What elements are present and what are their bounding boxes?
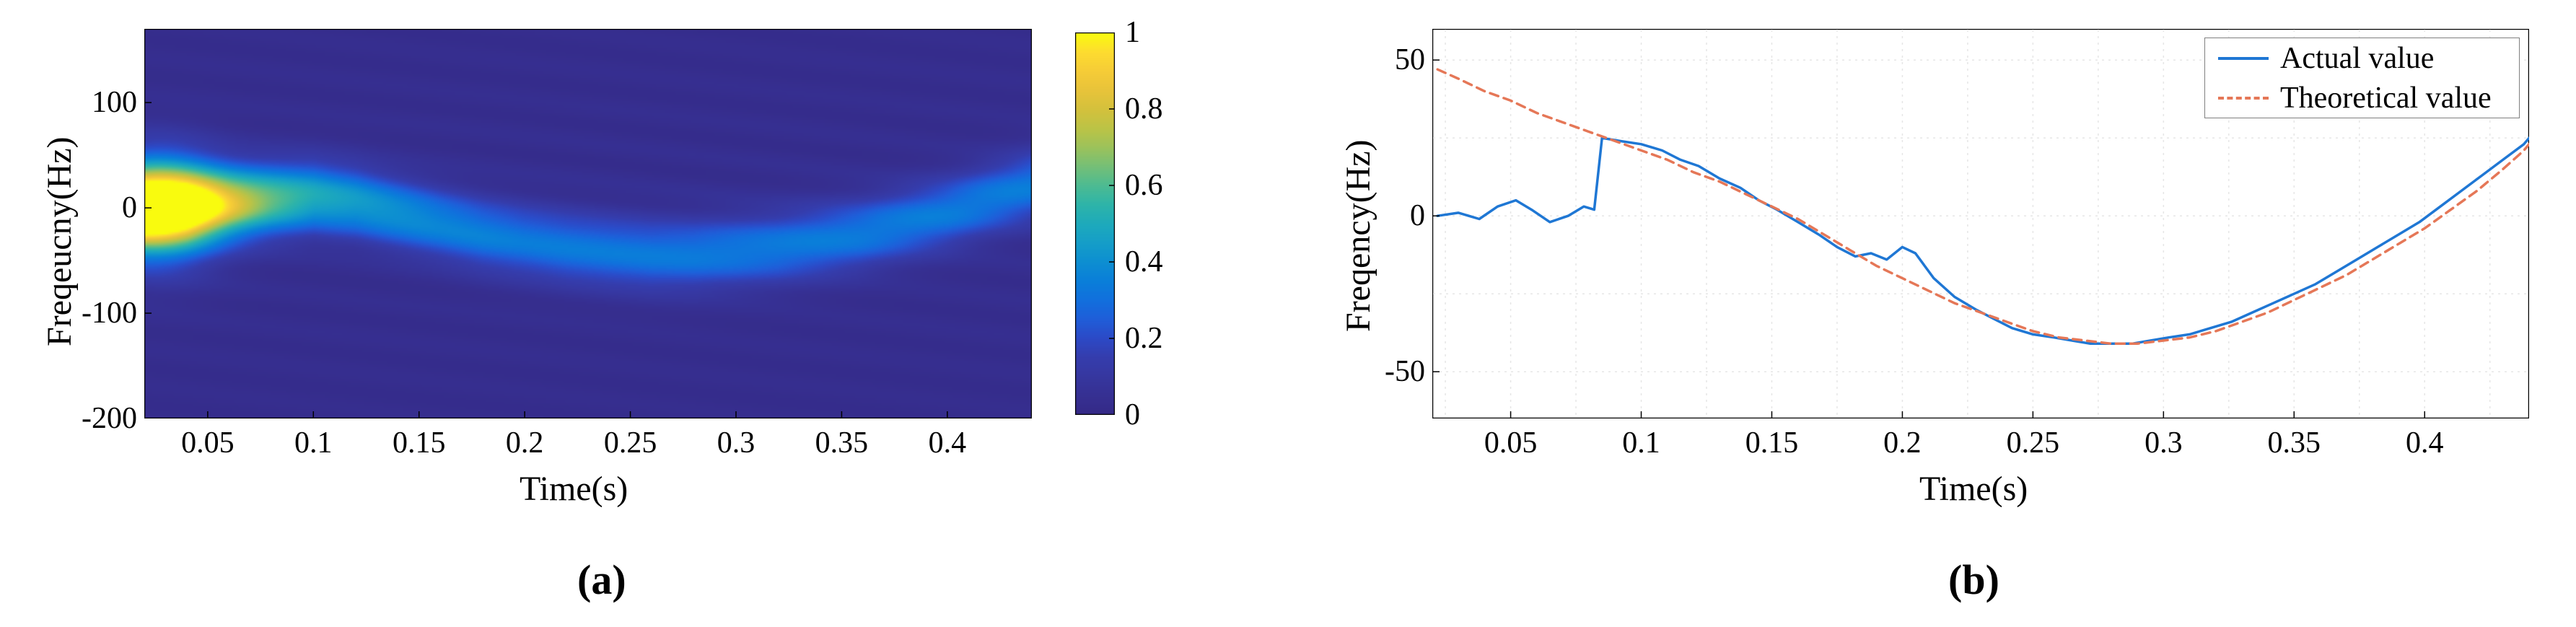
panel-a-ytick: -200: [58, 401, 137, 436]
panel-a-ytick: 0: [58, 190, 137, 225]
panel-a-xlabel: Time(s): [520, 469, 628, 509]
panel-a: Freqeucny(Hz) 0.050.10.150.20.250.30.350…: [0, 0, 1227, 627]
panel-a-xtick: 0.15: [383, 426, 455, 460]
legend-swatch-theoretical: [2218, 97, 2269, 100]
panel-b-xtick: 0.1: [1602, 426, 1681, 460]
panel-b-ytick: 50: [1353, 43, 1425, 77]
panel-b-legend: Actual value Theoretical value: [2204, 38, 2520, 118]
panel-a-ytick: 100: [58, 85, 137, 120]
panel-a-colorbar-tick: 0.6: [1125, 168, 1190, 203]
panel-a-colorbar: [1075, 32, 1115, 415]
panel-b-xtick: 0.4: [2385, 426, 2464, 460]
panel-a-xtick: 0.2: [489, 426, 561, 460]
figure-root: Freqeucny(Hz) 0.050.10.150.20.250.30.350…: [0, 0, 2576, 627]
panel-a-colorbar-box: [1075, 32, 1115, 415]
legend-row-actual: Actual value: [2205, 38, 2519, 78]
panel-b-xtick: 0.25: [1993, 426, 2072, 460]
panel-b-xlabel: Time(s): [1919, 469, 2028, 509]
panel-b-ylabel: Freqency(Hz): [1339, 139, 1378, 332]
panel-b-xtick: 0.05: [1471, 426, 1551, 460]
panel-a-ytick: -100: [58, 296, 137, 330]
panel-b-xtick: 0.35: [2254, 426, 2334, 460]
panel-b-xtick: 0.3: [2124, 426, 2203, 460]
panel-b-ytick: -50: [1353, 354, 1425, 389]
panel-a-xtick: 0.35: [805, 426, 877, 460]
panel-a-xtick: 0.4: [911, 426, 983, 460]
panel-a-colorbar-tick: 0.8: [1125, 92, 1190, 126]
panel-a-colorbar-tick: 1: [1125, 15, 1190, 50]
panel-a-plot-area: [144, 29, 1032, 418]
panel-a-axis-box: [144, 29, 1032, 418]
panel-a-colorbar-tick: 0: [1125, 398, 1190, 432]
panel-b-ytick: 0: [1353, 198, 1425, 233]
panel-b-caption: (b): [1948, 556, 1999, 604]
legend-swatch-actual: [2218, 57, 2269, 60]
panel-a-colorbar-tick: 0.4: [1125, 245, 1190, 279]
panel-b-xtick: 0.15: [1732, 426, 1811, 460]
panel-a-xtick: 0.05: [172, 426, 244, 460]
panel-a-xtick: 0.1: [277, 426, 349, 460]
panel-a-colorbar-tick: 0.2: [1125, 321, 1190, 356]
panel-a-xtick: 0.25: [595, 426, 667, 460]
legend-row-theoretical: Theoretical value: [2205, 78, 2519, 118]
panel-a-xtick: 0.3: [700, 426, 772, 460]
panel-a-caption: (a): [577, 556, 626, 604]
panel-b-xtick: 0.2: [1862, 426, 1942, 460]
panel-b: Freqency(Hz) 0.05 0.1 0.15 0.2 0.25 0.3 0.35 0.…: [1299, 0, 2576, 627]
legend-label-theoretical: Theoretical value: [2280, 81, 2492, 115]
legend-label-actual: Actual value: [2280, 41, 2434, 76]
